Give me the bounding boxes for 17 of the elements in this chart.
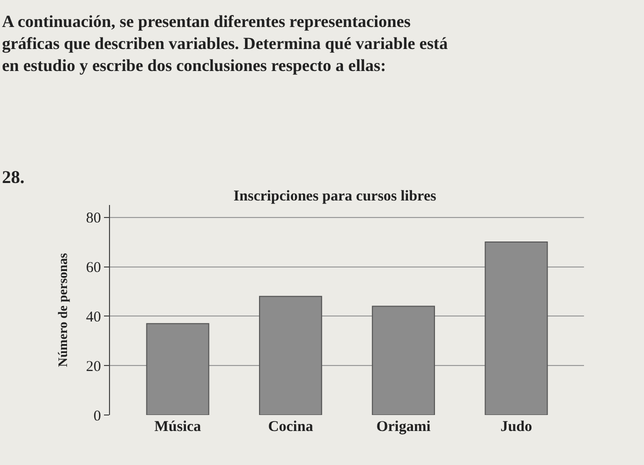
- bar: [484, 242, 548, 415]
- y-tick-label: 60: [86, 260, 101, 276]
- y-tick-label: 20: [86, 358, 101, 375]
- x-tick-label: Cocina: [268, 419, 314, 435]
- x-tick-label: Judo: [500, 419, 532, 435]
- y-tick-label: 40: [86, 309, 101, 326]
- bar: [372, 306, 435, 415]
- bar: [259, 296, 322, 415]
- text: A continuación, se presentan diferentes representaciones gráficas que describen variables. Determina qué variable está en estudio y escribe dos conclusiones respecto a ellas:: [2, 12, 448, 76]
- bar: [146, 323, 210, 415]
- y-tick-label: 0: [94, 408, 101, 424]
- x-tick-label: Música: [154, 419, 202, 435]
- x-tick-label: Origami: [376, 419, 431, 435]
- chart-title: Inscripciones para cursos libres: [234, 188, 436, 204]
- y-axis-title: Número de personas: [54, 253, 70, 367]
- y-tick-label: 80: [86, 210, 101, 227]
- text: 28.: [2, 167, 24, 187]
